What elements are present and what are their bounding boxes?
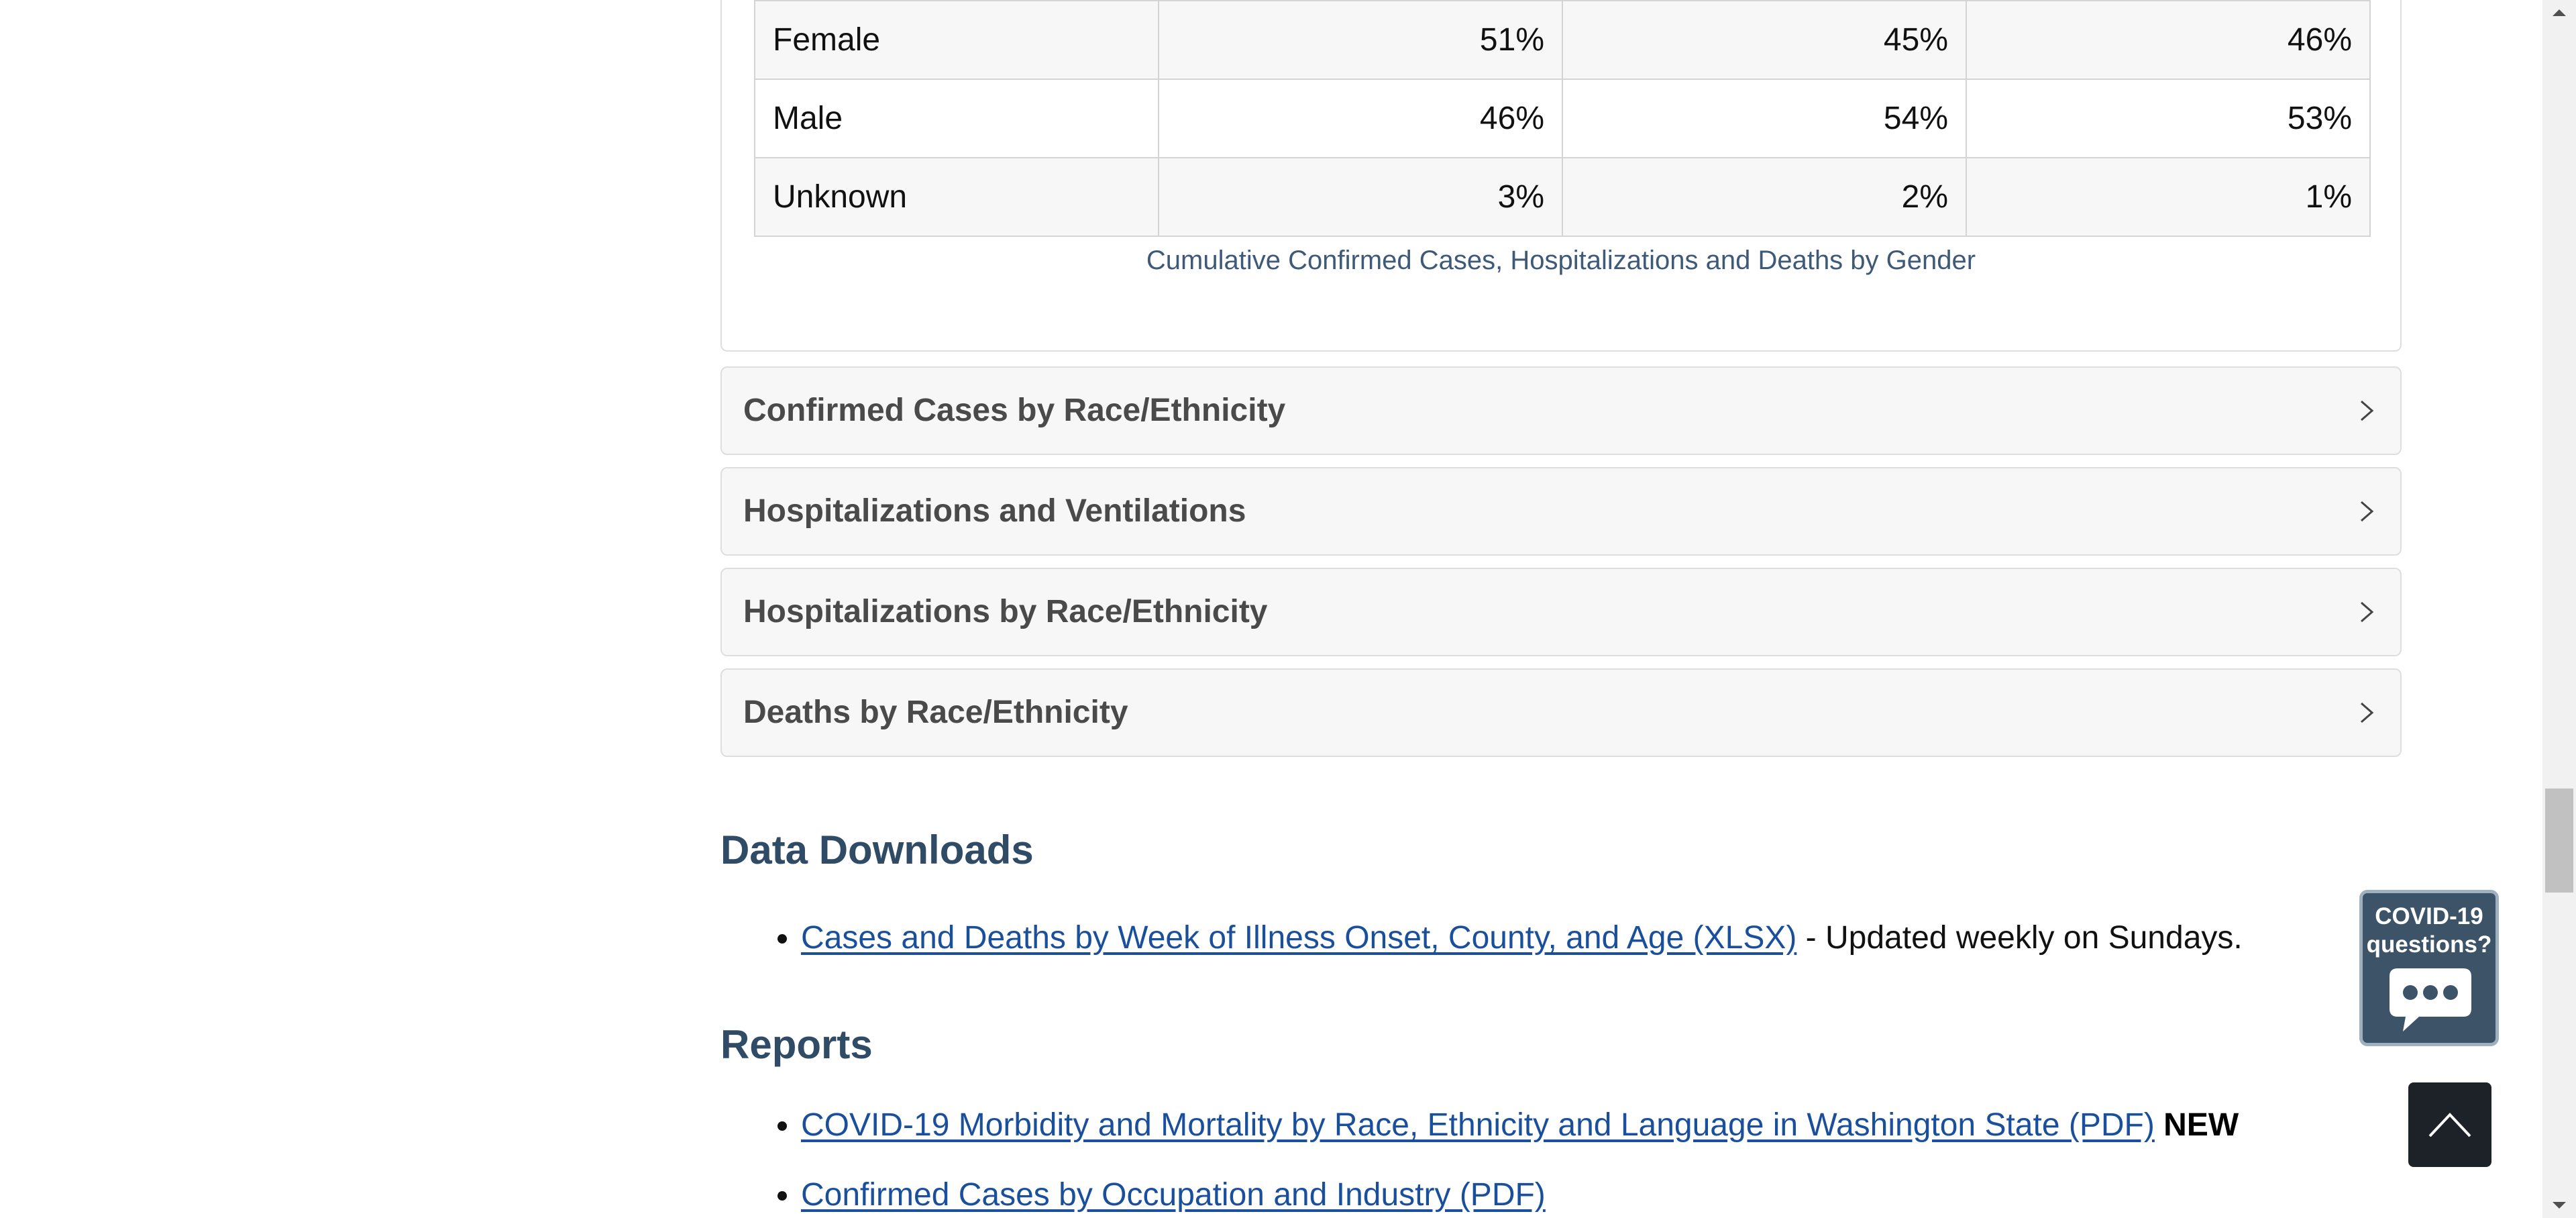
deaths-cell: 1% bbox=[1966, 157, 2371, 237]
deaths-cell: 53% bbox=[1966, 79, 2371, 158]
cases-cell: 3% bbox=[1158, 157, 1563, 237]
gender-table: Female 51% 45% 46% Male 46% 54% 53% Unkn… bbox=[754, 0, 2371, 237]
scrollbar[interactable] bbox=[2542, 0, 2576, 1218]
cases-cell: 46% bbox=[1158, 79, 1563, 158]
accordion-deaths-race[interactable]: Deaths by Race/Ethnicity bbox=[720, 668, 2402, 757]
gender-panel: Female 51% 45% 46% Male 46% 54% 53% Unkn… bbox=[720, 0, 2402, 352]
hospitalizations-cell: 54% bbox=[1562, 79, 1967, 158]
morbidity-mortality-report-link[interactable]: COVID-19 Morbidity and Mortality by Race… bbox=[801, 1107, 2155, 1143]
accordion-title: Hospitalizations by Race/Ethnicity bbox=[743, 594, 1268, 629]
scrollbar-thumb[interactable] bbox=[2545, 789, 2573, 893]
table-row: Female 51% 45% 46% bbox=[754, 0, 2371, 80]
accordion-confirmed-cases-race[interactable]: Confirmed Cases by Race/Ethnicity bbox=[720, 366, 2402, 455]
accordion-title: Confirmed Cases by Race/Ethnicity bbox=[743, 393, 1286, 428]
list-item: Cases and Deaths by Week of Illness Onse… bbox=[801, 903, 2243, 973]
row-label: Unknown bbox=[754, 157, 1159, 237]
widget-label: COVID-19 questions? bbox=[2363, 903, 2496, 959]
list-item: Confirmed Cases by Occupation and Indust… bbox=[801, 1160, 2239, 1218]
chevron-up-icon bbox=[2428, 1113, 2471, 1137]
data-downloads-list: Cases and Deaths by Week of Illness Onse… bbox=[720, 903, 2243, 973]
accordion-title: Deaths by Race/Ethnicity bbox=[743, 695, 1128, 730]
widget-line-2: questions? bbox=[2366, 931, 2492, 958]
deaths-cell: 46% bbox=[1966, 0, 2371, 80]
table-row: Unknown 3% 2% 1% bbox=[754, 157, 2371, 237]
widget-line-1: COVID-19 bbox=[2375, 903, 2483, 929]
hospitalizations-cell: 45% bbox=[1562, 0, 1967, 80]
list-item: COVID-19 Morbidity and Mortality by Race… bbox=[801, 1090, 2239, 1160]
cases-cell: 51% bbox=[1158, 0, 1563, 80]
back-to-top-button[interactable] bbox=[2408, 1082, 2491, 1167]
table-row: Male 46% 54% 53% bbox=[754, 79, 2371, 158]
scroll-down-arrow-icon[interactable] bbox=[2553, 1202, 2566, 1209]
chevron-right-icon bbox=[2361, 400, 2374, 421]
row-label: Female bbox=[754, 0, 1159, 80]
chevron-right-icon bbox=[2361, 601, 2374, 623]
hospitalizations-cell: 2% bbox=[1562, 157, 1967, 237]
covid-questions-widget[interactable]: COVID-19 questions? bbox=[2359, 890, 2499, 1046]
table-caption: Cumulative Confirmed Cases, Hospitalizat… bbox=[1146, 246, 1976, 275]
accordion-hospitalizations-race[interactable]: Hospitalizations by Race/Ethnicity bbox=[720, 568, 2402, 656]
row-label: Male bbox=[754, 79, 1159, 158]
cases-deaths-xlsx-link[interactable]: Cases and Deaths by Week of Illness Onse… bbox=[801, 920, 1797, 956]
reports-list: COVID-19 Morbidity and Mortality by Race… bbox=[720, 1090, 2239, 1218]
data-downloads-heading: Data Downloads bbox=[720, 827, 1034, 872]
new-badge: NEW bbox=[2163, 1107, 2239, 1143]
scroll-up-arrow-icon[interactable] bbox=[2553, 9, 2566, 16]
chat-bubble-icon bbox=[2390, 968, 2471, 1031]
accordion-title: Hospitalizations and Ventilations bbox=[743, 493, 1246, 529]
occupation-industry-report-link[interactable]: Confirmed Cases by Occupation and Indust… bbox=[801, 1177, 1546, 1213]
chevron-right-icon bbox=[2361, 702, 2374, 723]
chevron-right-icon bbox=[2361, 501, 2374, 522]
reports-heading: Reports bbox=[720, 1022, 873, 1067]
link-suffix: - Updated weekly on Sundays. bbox=[1796, 920, 2243, 956]
accordion-hospitalizations-ventilations[interactable]: Hospitalizations and Ventilations bbox=[720, 467, 2402, 556]
